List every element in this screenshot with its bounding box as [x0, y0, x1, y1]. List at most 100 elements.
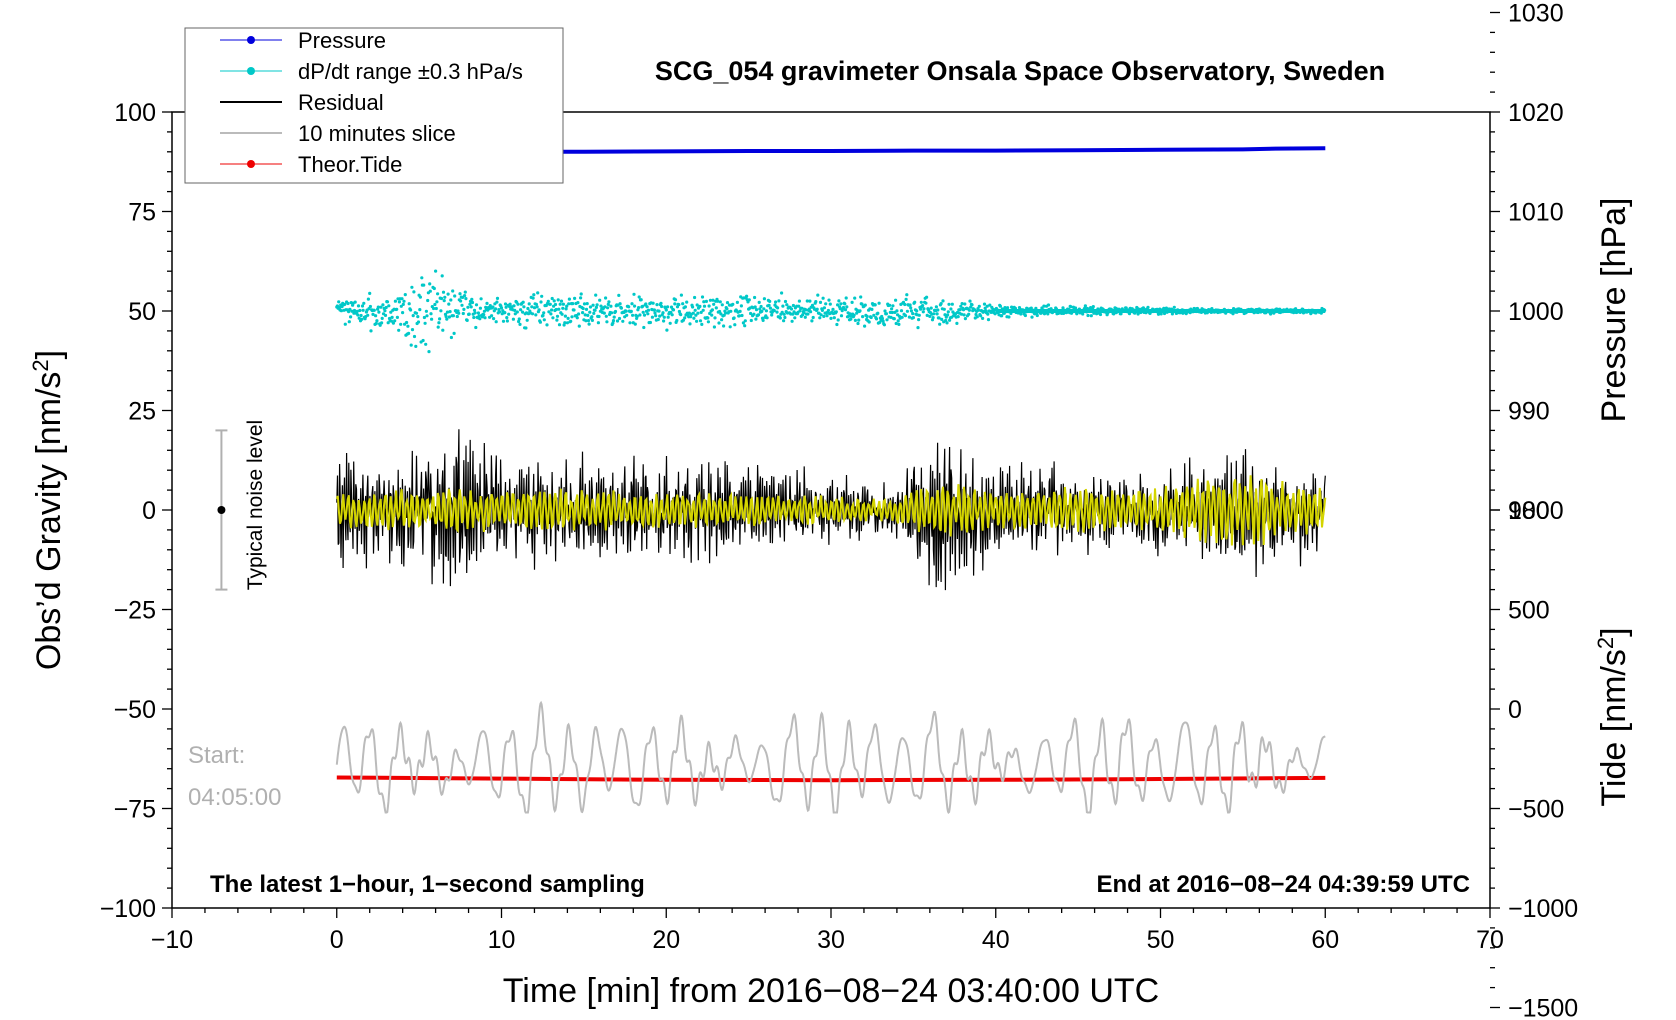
dpdt-point [548, 302, 552, 306]
dpdt-point [658, 314, 662, 318]
sampling-note: The latest 1−hour, 1−second sampling [210, 871, 645, 898]
dpdt-point [922, 307, 926, 311]
dpdt-point [455, 314, 459, 319]
dpdt-point [557, 307, 561, 311]
dpdt-point [507, 312, 511, 316]
dpdt-point [440, 274, 444, 278]
dpdt-point [944, 318, 948, 323]
legend-dpdt-label: dP/dt range ±0.3 hPa/s [298, 59, 523, 84]
dpdt-point [960, 302, 964, 306]
dpdt-point [530, 305, 534, 309]
dpdt-point [760, 309, 764, 313]
dpdt-point [375, 319, 379, 323]
tide-tick-label: 0 [1508, 696, 1522, 724]
dpdt-point [782, 319, 786, 323]
dpdt-point [631, 313, 635, 317]
dpdt-point [468, 302, 472, 306]
dpdt-point [427, 350, 431, 354]
dpdt-point [896, 319, 900, 323]
dpdt-point [353, 300, 357, 304]
dpdt-point [434, 269, 438, 273]
dpdt-point [436, 325, 440, 329]
dpdt-point [606, 306, 610, 310]
dpdt-point [628, 321, 632, 325]
dpdt-point [393, 299, 397, 303]
dpdt-point [1000, 314, 1004, 318]
dpdt-point [921, 304, 925, 308]
dpdt-point [588, 310, 592, 314]
dpdt-point [654, 314, 658, 318]
dpdt-point [476, 311, 480, 315]
dpdt-point [762, 307, 766, 311]
dpdt-point [395, 315, 399, 319]
dpdt-point [716, 299, 720, 303]
dpdt-point [728, 325, 732, 329]
dpdt-point [968, 299, 972, 303]
dpdt-point [410, 328, 415, 332]
tide-tick-label: 1000 [1508, 497, 1564, 525]
dpdt-point [384, 305, 388, 310]
dpdt-point [900, 315, 904, 319]
dpdt-point [937, 316, 941, 320]
dpdt-point [811, 315, 815, 320]
dpdt-point [414, 344, 418, 348]
dpdt-point [518, 322, 522, 326]
dpdt-point [433, 302, 437, 307]
dpdt-point [733, 323, 737, 327]
dpdt-point [406, 324, 410, 328]
dpdt-point [343, 322, 347, 326]
dpdt-point [915, 309, 919, 313]
dpdt-point [612, 315, 616, 319]
dpdt-point [648, 320, 653, 325]
dpdt-point [488, 304, 492, 308]
dpdt-point [708, 298, 713, 302]
dpdt-point [633, 304, 637, 308]
dpdt-point [759, 304, 763, 309]
dpdt-point [366, 313, 370, 317]
dpdt-point [512, 304, 516, 308]
dpdt-point [389, 310, 393, 314]
dpdt-point [573, 296, 577, 300]
dpdt-point [747, 298, 751, 302]
dpdt-point [567, 297, 572, 301]
dpdt-point [890, 310, 894, 315]
dpdt-point [492, 317, 496, 321]
dpdt-point [939, 302, 943, 306]
dpdt-point [919, 300, 923, 304]
dpdt-point [534, 313, 538, 317]
dpdt-point [604, 314, 608, 318]
dpdt-point [702, 304, 707, 308]
dpdt-point [592, 311, 596, 315]
dpdt-point [377, 310, 381, 314]
dpdt-point [756, 313, 761, 317]
dpdt-point [366, 297, 370, 301]
dpdt-point [1046, 303, 1051, 307]
start-label: Start: [188, 742, 245, 769]
dpdt-point [538, 320, 543, 324]
dpdt-point [566, 316, 570, 320]
dpdt-point [917, 318, 921, 322]
dpdt-point [593, 308, 597, 312]
dpdt-point [777, 299, 781, 303]
dpdt-point [459, 299, 463, 303]
dpdt-point [405, 320, 409, 325]
dpdt-point [534, 302, 539, 306]
dpdt-point [959, 312, 964, 316]
dpdt-point [411, 314, 415, 318]
dpdt-point [558, 302, 562, 306]
dpdt-point [547, 310, 551, 314]
dpdt-point [542, 318, 546, 322]
y-tick-label: −100 [100, 895, 156, 923]
legend-tide-marker [247, 160, 255, 168]
dpdt-point [753, 305, 757, 309]
dpdt-point [836, 318, 840, 322]
dpdt-point [646, 308, 651, 312]
dpdt-point [798, 309, 802, 313]
dpdt-point [536, 291, 540, 295]
dpdt-point [731, 302, 735, 306]
dpdt-point [401, 302, 405, 306]
dpdt-point [775, 310, 779, 314]
dpdt-point [339, 309, 343, 313]
dpdt-point [465, 318, 469, 322]
axes-layer: −10 0 10 20 30 40 50 60 70−100−75−50−25025507510… [100, 0, 1579, 1020]
